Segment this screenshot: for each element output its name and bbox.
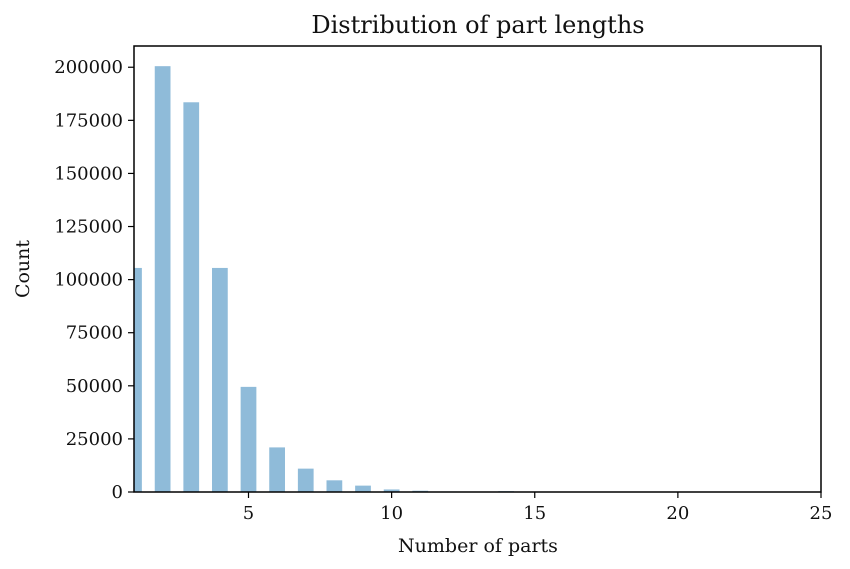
bar-8 [326,480,343,492]
x-tick-label: 25 [810,503,833,524]
chart-title: Distribution of part lengths [311,11,644,39]
y-tick-label: 125000 [54,217,123,238]
plot-frame [133,45,822,493]
x-tick-label: 10 [380,503,403,524]
bar-9 [355,485,371,492]
y-tick-label: 150000 [54,163,123,184]
bar-1 [134,267,142,492]
x-axis-ticks: 5 10 15 20 25 [243,492,833,524]
y-axis-label: Count [12,240,34,298]
y-tick-label: 100000 [54,270,123,291]
x-tick-label: 15 [523,503,546,524]
bar-5 [240,386,257,492]
y-tick-label: 0 [112,482,123,503]
bars-group [134,66,572,493]
y-tick-label: 75000 [66,323,123,344]
bar-10 [383,489,400,492]
bar-3 [183,102,200,493]
y-axis-ticks: 0 25000 50000 75000 100000 125000 150000 175000… [54,57,134,503]
x-tick-label: 20 [666,503,689,524]
x-tick-label: 5 [243,503,254,524]
y-tick-label: 200000 [54,57,123,78]
bar-4 [212,267,228,492]
bar-6 [269,447,285,492]
y-tick-label: 25000 [66,429,123,450]
x-axis-label: Number of parts [398,535,558,557]
y-tick-label: 50000 [66,376,123,397]
y-tick-label: 175000 [54,110,123,131]
bar-2 [154,66,171,492]
bar-7 [297,468,314,492]
